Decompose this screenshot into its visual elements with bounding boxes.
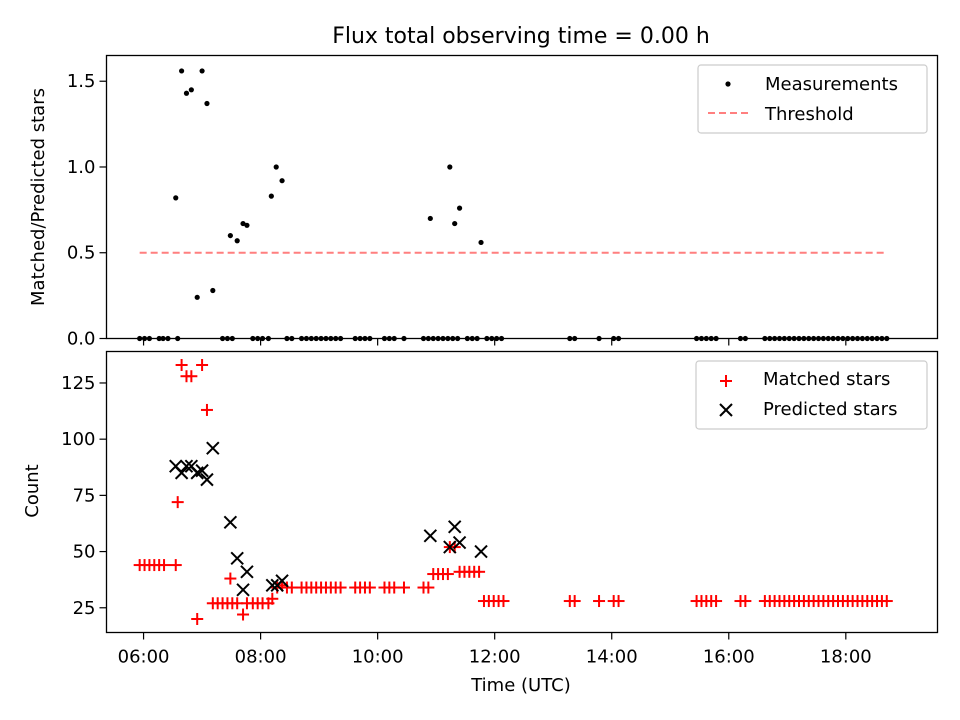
measurements-point [194,294,200,300]
matched-stars-marker [363,581,376,594]
legend-label-predicted-stars: Predicted stars [763,399,897,420]
measurements-point [452,220,458,227]
x-tick-label: 16:00 [703,647,755,668]
x-tick-label: 12:00 [469,647,521,668]
matched-stars-marker [196,358,209,371]
matched-stars-marker [158,559,171,572]
predicted-stars-marker [179,459,194,473]
matched-stars-marker [568,595,581,608]
matched-stars-marker [169,559,182,572]
matched-stars-marker [593,595,606,608]
y-tick-label: 0.5 [67,243,96,264]
predicted-stars-marker [265,578,280,592]
matched-stars-marker [266,592,279,605]
matched-stars-marker [739,595,752,608]
measurements-point [268,193,274,199]
predicted-stars-marker [474,544,488,559]
y-tick-label: 0.0 [67,329,96,350]
bottom-panel-star-counts: 25 50 75 100 125 06:00 08:00 10:00 12:00 14:00 16:… [22,350,939,696]
predicted-stars-marker [236,583,250,597]
y-axis-label-counts: Count [22,464,43,517]
legend-box-ratio [697,64,928,134]
legend-box-counts [695,360,928,430]
matched-stars-marker [473,565,486,578]
predicted-stars-marker [174,466,189,480]
matched-stars-marker [612,595,625,608]
y-tick-label: 25 [73,598,96,619]
matched-stars-marker [237,608,250,621]
predicted-stars-marker [275,574,289,588]
matched-stars-marker [191,613,204,626]
measurements-point [478,239,484,246]
predicted-stars-marker [206,441,220,455]
measurements-point [273,164,279,170]
predicted-stars-marker [452,535,467,550]
matched-stars-marker [441,568,454,581]
legend-label-matched-stars: Matched stars [763,369,890,390]
matched-stars-marker [200,403,213,416]
matched-stars-marker [175,358,188,371]
predicted-stars-marker [240,565,254,579]
legend-marker-matched-stars [720,375,732,387]
measurements-point [234,238,240,244]
measurements-point [240,220,246,227]
y-tick-label: 1.0 [67,157,96,178]
legend-ratio: Measurements Threshold [697,64,928,134]
predicted-stars-marker [195,463,209,478]
measurements-point [456,205,463,211]
figure-title: Flux total observing time = 0.00 h [332,24,710,49]
matched-stars-marker [422,581,435,594]
matched-stars-marker [171,496,184,509]
predicted-stars-marker [423,529,438,543]
measurements-point [199,68,205,74]
legend-marker-measurements [725,81,731,87]
predicted-stars-marker [223,515,238,530]
predicted-stars-marker [230,551,244,566]
top-panel-measurement-ratio: 0.0 0.5 1.0 1.5 Matched/Predicted stars Mea… [28,54,939,350]
measurements-point [188,87,194,93]
matched-stars-marker [710,595,723,608]
x-tick-label: 14:00 [586,647,638,668]
ticks-counts: 25 50 75 100 125 06:00 08:00 10:00 12:00 14:00 16:… [61,373,872,668]
x-tick-label: 08:00 [235,647,287,668]
measurements-point [204,100,210,107]
predicted-stars-marker [447,520,462,534]
measurements-point [183,90,190,96]
matched-stars-marker [224,572,237,585]
x-tick-label: 10:00 [352,647,404,668]
y-tick-label: 100 [61,429,95,450]
x-tick-label: 06:00 [118,647,170,668]
legend-counts: Matched stars Predicted stars [695,360,928,430]
matched-stars-marker [397,581,410,594]
measurements-point [210,287,216,294]
legend-label-measurements: Measurements [765,74,898,95]
measurements-point [179,68,185,74]
predicted-stars-marker [443,540,457,554]
matched-stars-marker [334,581,347,594]
matched-stars-marker [497,595,510,608]
y-tick-label: 125 [61,373,95,394]
measurements-point [427,215,433,222]
matched-stars-marker [880,595,893,608]
measurements-point [447,164,453,170]
ticks-ratio: 0.0 0.5 1.0 1.5 [67,71,847,350]
y-tick-label: 1.5 [67,71,96,92]
plot-frame-counts [105,350,939,634]
measurements-point [279,178,285,184]
y-axis-label-ratio: Matched/Predicted stars [28,88,49,306]
measurements-point [244,222,250,228]
x-axis-label-counts: Time (UTC) [470,675,571,696]
plot-frame-ratio [105,54,939,340]
x-tick-label: 18:00 [820,647,872,668]
legend-label-threshold: Threshold [764,104,854,125]
y-tick-label: 50 [73,542,96,563]
measurements-point [227,232,233,239]
plot-area-counts [133,358,893,626]
measurements-point [173,195,179,201]
y-tick-label: 75 [73,485,96,506]
legend-marker-predicted-stars [719,403,733,417]
matched-stars-marker [185,370,198,383]
predicted-stars-marker [200,472,214,487]
